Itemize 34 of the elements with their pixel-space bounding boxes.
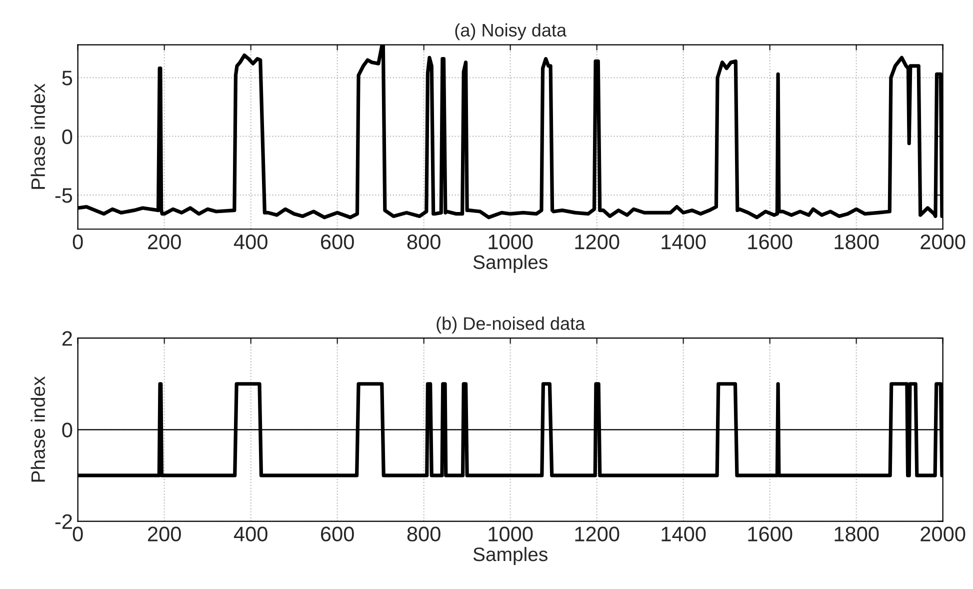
x-tick-label: 1200	[575, 234, 620, 250]
y-axis-title: Phase index	[30, 376, 46, 482]
x-tick-label: 800	[407, 526, 440, 542]
y-tick-label: 0	[62, 129, 72, 144]
y-tick-label: 2	[62, 331, 72, 346]
x-tick-label: 400	[234, 526, 268, 542]
y-tick-label: 0	[62, 422, 72, 438]
x-tick-label: 1200	[575, 526, 620, 542]
x-tick-label: 1600	[748, 234, 792, 250]
x-tick-label: 600	[321, 526, 354, 542]
x-tick-label: 1000	[488, 234, 533, 250]
x-tick-label: 1000	[488, 526, 533, 542]
x-tick-label: 0	[72, 234, 83, 250]
x-axis-title: Samples	[473, 546, 548, 566]
x-tick-label: 1400	[662, 234, 706, 250]
x-tick-label: 600	[321, 234, 354, 250]
x-tick-label: 2000	[920, 234, 966, 250]
x-tick-label: 200	[148, 234, 181, 250]
x-tick-label: 400	[234, 234, 268, 250]
x-tick-label: 1800	[834, 526, 879, 542]
x-tick-label: 1800	[834, 234, 879, 250]
x-tick-label: 200	[148, 526, 181, 542]
x-tick-label: 2000	[920, 526, 966, 542]
y-tick-label: -2	[55, 514, 72, 529]
x-tick-label: 800	[407, 234, 440, 250]
y-axis-title: Phase index	[30, 84, 46, 189]
chart-title: (a) Noisy data	[455, 23, 567, 40]
chart-title: (b) De-noised data	[436, 316, 586, 334]
x-tick-label: 1600	[748, 526, 792, 542]
x-tick-label: 0	[72, 526, 83, 542]
y-tick-label: 5	[62, 70, 72, 86]
x-tick-label: 1400	[662, 526, 706, 542]
x-axis-title: Samples	[473, 254, 548, 273]
y-tick-label: -5	[55, 188, 72, 203]
